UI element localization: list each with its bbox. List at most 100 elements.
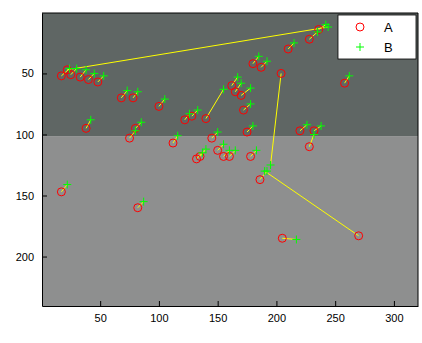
point xyxy=(137,118,145,126)
x-tick-mark xyxy=(335,301,336,306)
point xyxy=(310,130,318,138)
point xyxy=(57,188,65,196)
point xyxy=(249,122,257,130)
point xyxy=(341,79,349,87)
point xyxy=(243,128,251,136)
y-tick-mark xyxy=(42,73,47,74)
frame-right xyxy=(418,13,419,306)
point xyxy=(169,139,177,147)
x-tick: 100 xyxy=(150,301,168,324)
x-tick-mark xyxy=(159,301,160,306)
point xyxy=(126,134,134,142)
point xyxy=(277,69,285,77)
point xyxy=(198,149,206,157)
series-0 xyxy=(57,25,362,242)
point xyxy=(87,116,95,124)
y-tick: 150 xyxy=(16,190,47,202)
point xyxy=(94,78,102,86)
y-tick-mark xyxy=(42,134,47,135)
y-tick: 50 xyxy=(22,67,47,79)
point xyxy=(292,235,300,243)
point xyxy=(155,102,163,110)
point xyxy=(76,73,84,81)
point xyxy=(123,87,131,95)
point xyxy=(202,115,210,123)
point xyxy=(237,79,245,87)
x-tick-mark xyxy=(276,301,277,306)
x-tick: 50 xyxy=(95,301,107,324)
point xyxy=(240,106,248,114)
point xyxy=(63,181,71,189)
x-tick-label: 250 xyxy=(326,312,344,324)
x-tick-label: 50 xyxy=(95,312,107,324)
image-road xyxy=(42,136,418,306)
point xyxy=(278,234,286,242)
x-tick-mark xyxy=(218,301,219,306)
point xyxy=(267,161,275,169)
image-upper xyxy=(42,13,418,136)
point xyxy=(208,134,216,142)
point xyxy=(194,106,202,114)
point xyxy=(73,65,81,73)
point xyxy=(314,28,322,36)
point xyxy=(261,167,269,175)
plot-area xyxy=(57,21,362,244)
point xyxy=(247,84,255,92)
point xyxy=(257,63,265,71)
point xyxy=(228,82,236,90)
x-tick-mark xyxy=(394,301,395,306)
point xyxy=(247,100,255,108)
x-tick-label: 150 xyxy=(209,312,227,324)
match-line xyxy=(67,27,328,70)
x-axis: 50100150200250300 xyxy=(43,301,419,324)
point xyxy=(263,57,271,65)
legend-marker xyxy=(356,43,364,51)
x-tick-label: 100 xyxy=(150,312,168,324)
point xyxy=(214,128,222,136)
point xyxy=(305,143,313,151)
y-tick-label: 100 xyxy=(16,128,34,140)
y-tick-mark xyxy=(42,257,47,258)
point xyxy=(220,140,228,148)
y-axis: 50 100 150 200 xyxy=(16,14,47,307)
point xyxy=(345,72,353,80)
point xyxy=(284,45,292,53)
match-lines xyxy=(61,25,358,240)
point xyxy=(134,204,142,212)
point xyxy=(247,152,255,160)
y-tick-mark xyxy=(42,196,47,197)
point xyxy=(231,88,239,96)
point xyxy=(305,35,313,43)
point xyxy=(57,72,65,80)
legend: AB xyxy=(338,15,416,59)
point xyxy=(185,110,193,118)
chart: 50 100 150 200 250 300 50 100 150 200 AB xyxy=(0,0,422,343)
x-tick: 250 xyxy=(326,301,344,324)
point xyxy=(220,85,228,93)
y-axis-line xyxy=(42,14,43,307)
point xyxy=(317,122,325,130)
point xyxy=(237,91,245,99)
legend-label: A xyxy=(384,20,393,35)
point xyxy=(355,232,363,240)
y-tick-label: 50 xyxy=(22,67,34,79)
x-tick-mark xyxy=(100,301,101,306)
match-line xyxy=(271,73,282,165)
point xyxy=(290,39,298,47)
point xyxy=(303,121,311,129)
legend-label: B xyxy=(384,40,393,55)
y-tick-label: 150 xyxy=(16,190,34,202)
point xyxy=(322,21,330,29)
x-axis-line xyxy=(43,306,419,307)
match-line xyxy=(265,171,359,236)
point xyxy=(140,198,148,206)
point xyxy=(66,65,74,73)
y-tick-label: 200 xyxy=(16,251,34,263)
x-tick: 300 xyxy=(385,301,403,324)
point xyxy=(296,127,304,135)
point xyxy=(100,72,108,80)
point xyxy=(82,66,90,74)
point xyxy=(202,145,210,153)
x-tick-label: 300 xyxy=(385,312,403,324)
frame-top xyxy=(42,13,418,14)
